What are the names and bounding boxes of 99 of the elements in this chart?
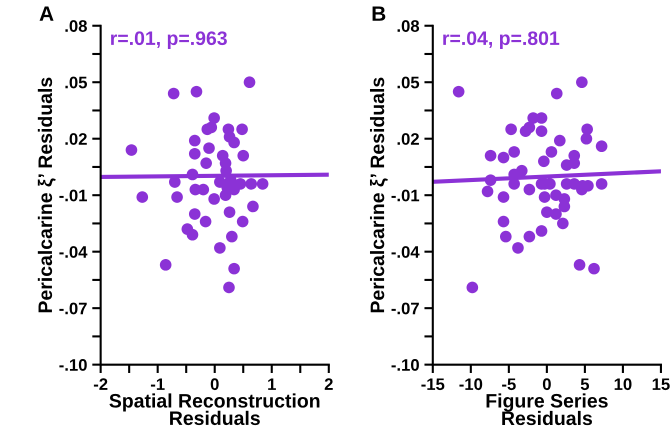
y-tick-label: .05 <box>398 76 420 88</box>
point <box>126 144 138 156</box>
point <box>244 76 256 88</box>
point <box>223 282 235 294</box>
point <box>576 76 588 88</box>
point <box>484 150 496 162</box>
x-tick-label: 10 <box>614 378 632 390</box>
point <box>245 178 258 190</box>
point <box>482 186 494 198</box>
point <box>524 230 536 242</box>
point <box>508 178 520 190</box>
chart-title: B <box>372 6 386 21</box>
point <box>557 218 569 230</box>
y-tick-label: -.07 <box>59 302 87 314</box>
point <box>168 88 180 100</box>
point <box>186 168 198 180</box>
x-tick-label: -5 <box>502 378 516 390</box>
point <box>505 123 517 136</box>
y-tick-label: -.04 <box>59 246 88 258</box>
point <box>508 146 520 158</box>
point <box>524 184 536 196</box>
point <box>208 193 220 205</box>
point <box>596 178 608 190</box>
point <box>536 225 548 237</box>
point <box>500 230 512 242</box>
point <box>200 157 212 169</box>
point <box>188 134 201 146</box>
x-tick-label: 15 <box>652 378 670 390</box>
point <box>236 123 248 136</box>
point <box>226 230 238 242</box>
point <box>160 259 172 271</box>
y-tick-label: .02 <box>65 133 87 145</box>
x-axis-title: Spatial Reconstruction Residuals <box>109 393 320 426</box>
point <box>186 228 198 241</box>
x-tick-label: 2 <box>324 378 333 390</box>
point <box>214 242 226 254</box>
point <box>498 216 510 228</box>
x-tick-label: 1 <box>268 378 276 390</box>
point <box>524 122 536 134</box>
point <box>512 242 524 254</box>
point <box>136 191 148 203</box>
point <box>228 262 240 274</box>
point <box>203 142 215 154</box>
point <box>498 191 510 203</box>
point <box>554 134 566 146</box>
y-tick-label: .05 <box>65 76 87 88</box>
y-axis-title: Pericalcarine ξ’ Residuals <box>38 78 56 312</box>
point <box>188 208 201 220</box>
x-tick-label: -15 <box>421 378 444 390</box>
point <box>538 155 550 168</box>
point <box>228 136 240 148</box>
point <box>466 282 478 294</box>
point <box>188 148 201 160</box>
y-tick-label: -.01 <box>392 190 420 202</box>
point <box>208 112 220 124</box>
point <box>452 86 464 98</box>
point <box>498 152 510 164</box>
x-tick-label: -1 <box>150 378 165 390</box>
x-tick-label: 0 <box>210 378 219 390</box>
y-tick-label: -.07 <box>392 302 419 314</box>
point <box>596 140 608 152</box>
point <box>550 88 563 100</box>
x-tick-label: -10 <box>459 378 482 390</box>
y-tick-label: .08 <box>398 20 420 32</box>
point <box>538 191 550 203</box>
point <box>224 206 236 218</box>
point <box>256 178 268 190</box>
point <box>588 262 600 274</box>
annotation: r=.01, p=.963 <box>111 31 227 49</box>
chart-title: A <box>40 6 54 21</box>
y-tick-label: -.04 <box>392 246 420 258</box>
x-tick-label: 5 <box>580 378 590 390</box>
point <box>171 191 183 203</box>
annotation: r=.04, p=.801 <box>443 31 560 49</box>
point <box>200 216 212 228</box>
point <box>546 146 558 158</box>
y-tick-label: -.01 <box>59 190 87 202</box>
point <box>237 150 250 162</box>
point <box>198 184 210 196</box>
y-tick-label: -.10 <box>59 359 87 371</box>
point <box>580 132 592 145</box>
point <box>574 259 586 271</box>
point <box>220 189 232 202</box>
point <box>247 200 259 212</box>
point <box>550 208 562 220</box>
point <box>560 159 572 171</box>
y-tick-label: .02 <box>398 133 419 145</box>
y-tick-label: -.10 <box>392 359 419 371</box>
x-tick-label: -2 <box>94 378 108 390</box>
point <box>484 174 496 186</box>
point <box>236 216 248 228</box>
x-axis-title: Figure Series Residuals <box>486 393 608 426</box>
y-axis-title: Pericalcarine ξ’ Residuals <box>370 78 388 312</box>
y-tick-label: .08 <box>65 20 87 32</box>
point <box>536 112 548 124</box>
point <box>190 86 202 98</box>
point <box>201 123 214 136</box>
point <box>536 125 548 137</box>
x-tick-label: 0 <box>542 378 551 390</box>
